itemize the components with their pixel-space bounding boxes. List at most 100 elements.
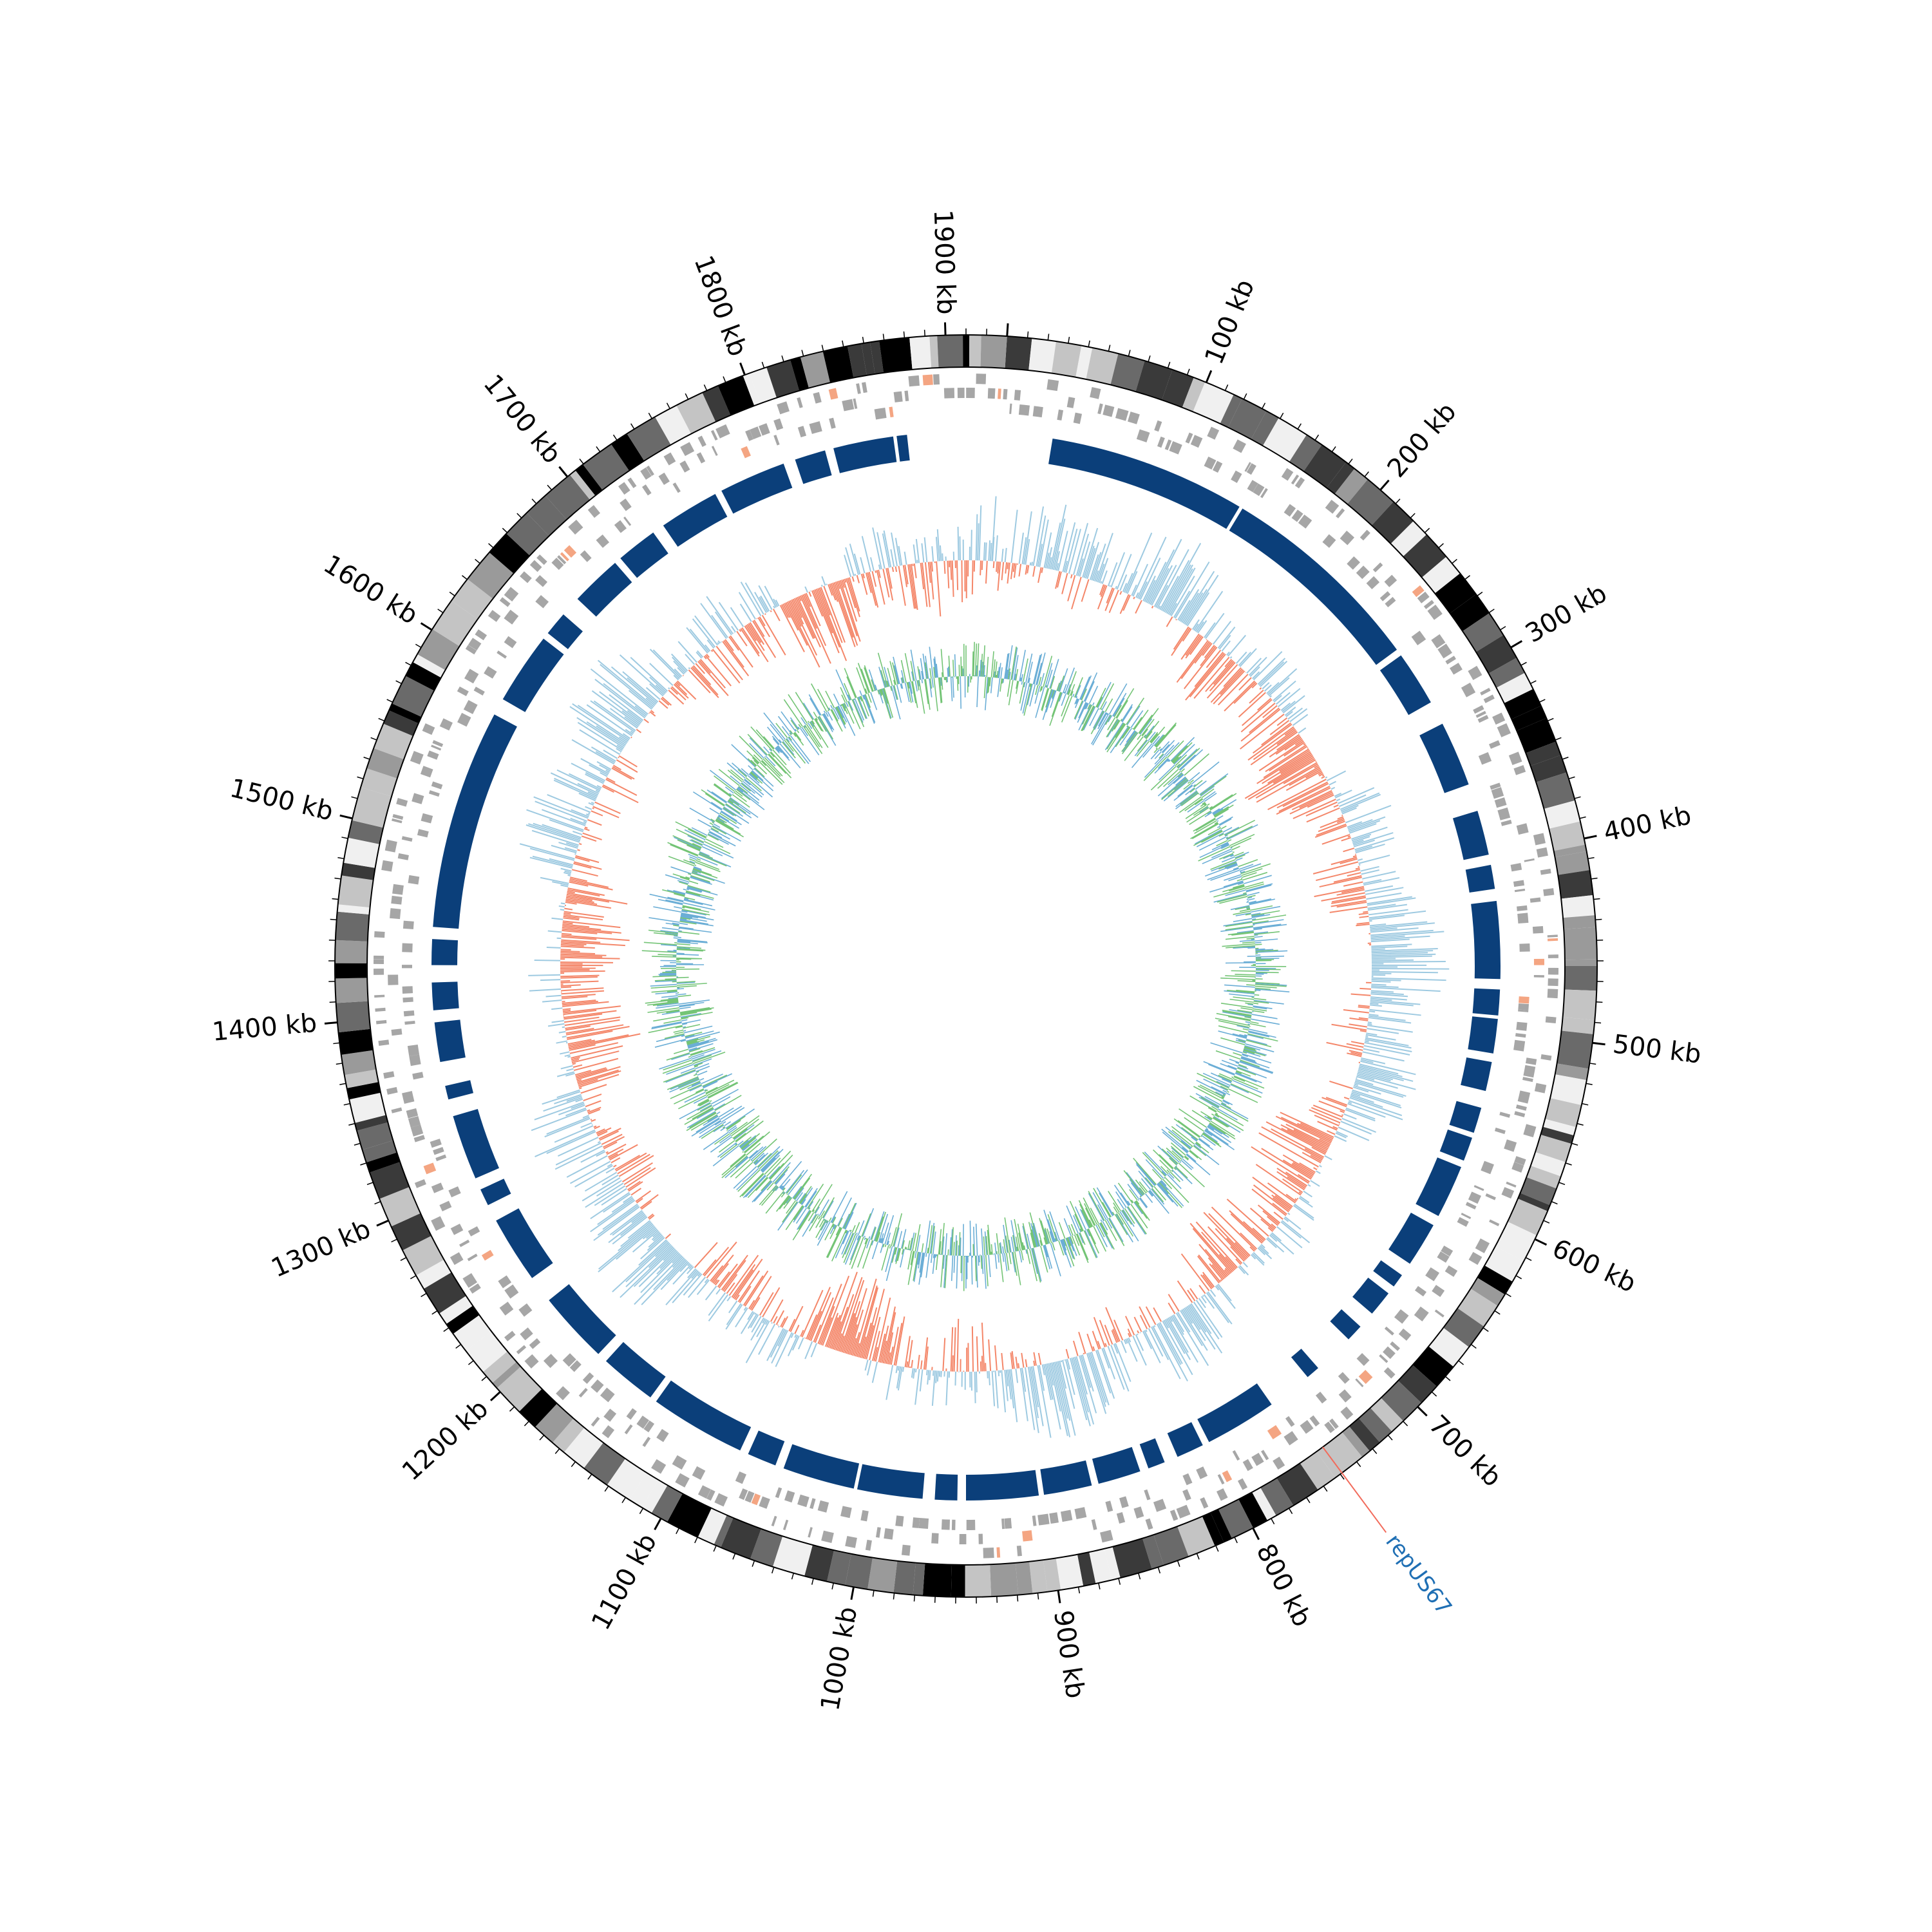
ideogram-band xyxy=(489,533,530,574)
gene-feature xyxy=(1004,1518,1012,1529)
gene-feature xyxy=(1340,1406,1354,1420)
gene-feature xyxy=(439,718,453,731)
synteny-block xyxy=(431,981,459,1010)
minor-tick xyxy=(374,1201,381,1205)
ideogram-band xyxy=(1289,435,1322,471)
minor-tick xyxy=(596,446,601,453)
tick-label: 1900 kb xyxy=(928,209,961,315)
ideogram-band xyxy=(1051,341,1082,377)
gene-feature xyxy=(439,1200,452,1212)
major-tick xyxy=(489,1391,501,1401)
ideogram-band xyxy=(446,1305,480,1334)
gene-feature xyxy=(1170,1510,1179,1521)
ideogram-band xyxy=(552,1418,585,1453)
gene-feature xyxy=(518,1303,533,1317)
ideogram-band xyxy=(1300,1452,1336,1490)
gene-feature xyxy=(1548,938,1558,942)
major-tick xyxy=(1379,479,1390,491)
ideogram-band xyxy=(1526,741,1561,766)
minor-tick xyxy=(1118,1578,1121,1585)
ideogram-band xyxy=(1535,1135,1572,1162)
gene-feature xyxy=(941,1519,951,1530)
major-tick xyxy=(1417,1406,1428,1417)
gene-feature xyxy=(1309,1415,1320,1427)
gene-feature xyxy=(735,1471,746,1484)
gene-feature xyxy=(1105,1501,1113,1512)
ideogram-band xyxy=(1545,1098,1582,1128)
gene-feature xyxy=(679,460,690,473)
gene-feature xyxy=(1450,663,1463,675)
ideogram-band xyxy=(714,1515,734,1548)
minor-tick xyxy=(1525,1257,1532,1261)
ideogram-band xyxy=(1562,989,1597,1020)
gene-feature xyxy=(1366,576,1380,589)
ideogram-band xyxy=(1443,1308,1484,1347)
ideogram-band xyxy=(1475,635,1517,674)
gene-feature xyxy=(840,1506,852,1519)
synteny-block xyxy=(434,1019,466,1063)
ideogram-band xyxy=(352,787,392,828)
gene-feature xyxy=(741,446,751,459)
gene-feature xyxy=(1133,1506,1144,1519)
minor-tick xyxy=(1403,1421,1408,1426)
minor-tick xyxy=(621,1497,627,1504)
gene-feature xyxy=(697,1485,711,1499)
ideogram-band xyxy=(1508,1198,1548,1236)
gene-feature xyxy=(417,829,429,838)
synteny-block xyxy=(445,1080,474,1100)
gene-feature xyxy=(1119,1496,1129,1508)
gene-feature xyxy=(1513,764,1526,775)
gene-feature xyxy=(797,1494,810,1508)
gene-feature xyxy=(749,426,762,440)
ideogram-band xyxy=(1177,1516,1215,1557)
ideogram-band xyxy=(879,337,913,373)
gene-feature xyxy=(1260,488,1268,498)
ideogram-band xyxy=(335,978,368,1003)
gene-feature xyxy=(1232,1450,1240,1461)
gene-feature xyxy=(782,1519,789,1531)
minor-tick xyxy=(1088,340,1090,347)
ideogram-band xyxy=(383,710,419,736)
gene-feature xyxy=(375,1007,386,1012)
gene-feature xyxy=(1329,1418,1339,1429)
minor-tick xyxy=(1348,459,1353,464)
minor-tick xyxy=(1582,1103,1589,1106)
ideogram-band xyxy=(826,1550,851,1586)
gene-feature xyxy=(1379,1354,1388,1363)
gene-feature xyxy=(651,1459,667,1474)
ideogram-band xyxy=(362,1140,397,1163)
gene-feature xyxy=(1359,529,1370,541)
minor-tick xyxy=(1410,513,1416,518)
minor-tick xyxy=(1547,717,1554,722)
gene-feature xyxy=(499,1302,514,1316)
ideogram-band xyxy=(1029,1560,1048,1594)
gene-feature xyxy=(1204,456,1217,470)
minor-tick xyxy=(1515,1275,1522,1280)
ideogram-band xyxy=(766,359,800,398)
gene-feature xyxy=(431,744,442,751)
synteny-block xyxy=(783,1444,860,1489)
synteny-block xyxy=(1452,810,1489,860)
gene-feature xyxy=(1457,1217,1469,1227)
gene-feature xyxy=(656,1428,669,1443)
ideogram-band xyxy=(1555,1063,1589,1081)
minor-tick xyxy=(455,1343,462,1349)
minor-tick xyxy=(579,459,584,464)
ideogram-band xyxy=(343,837,380,868)
ideogram-band xyxy=(1153,1526,1189,1566)
gene-feature xyxy=(1475,1238,1490,1253)
gene-feature xyxy=(1534,1083,1547,1094)
gene-feature xyxy=(817,1500,829,1513)
minor-tick xyxy=(386,699,393,703)
ideogram-band xyxy=(1349,1418,1380,1452)
gene-feature xyxy=(1417,591,1430,603)
ideogram-band xyxy=(374,723,413,759)
minor-tick xyxy=(341,837,348,839)
synteny-block xyxy=(1048,438,1240,529)
ideogram-band xyxy=(790,357,809,391)
minor-tick xyxy=(332,898,339,900)
minor-tick xyxy=(524,1421,529,1426)
minor-tick xyxy=(370,737,377,741)
gc-skew-positive xyxy=(519,496,1450,1438)
gene-feature xyxy=(1190,435,1203,448)
